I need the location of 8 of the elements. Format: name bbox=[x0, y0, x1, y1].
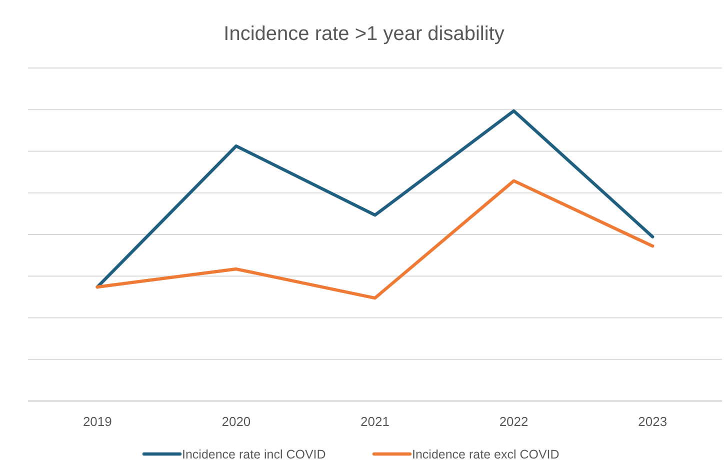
x-tick-label: 2021 bbox=[360, 414, 390, 429]
chart-title: Incidence rate >1 year disability bbox=[224, 23, 504, 45]
x-tick-label: 2019 bbox=[82, 414, 112, 429]
legend-label: Incidence rate excl COVID bbox=[412, 448, 560, 462]
x-tick-label: 2020 bbox=[222, 414, 251, 429]
legend-label: Incidence rate incl COVID bbox=[182, 448, 326, 462]
x-tick-label: 2022 bbox=[499, 414, 528, 429]
x-tick-label: 2023 bbox=[638, 414, 668, 429]
